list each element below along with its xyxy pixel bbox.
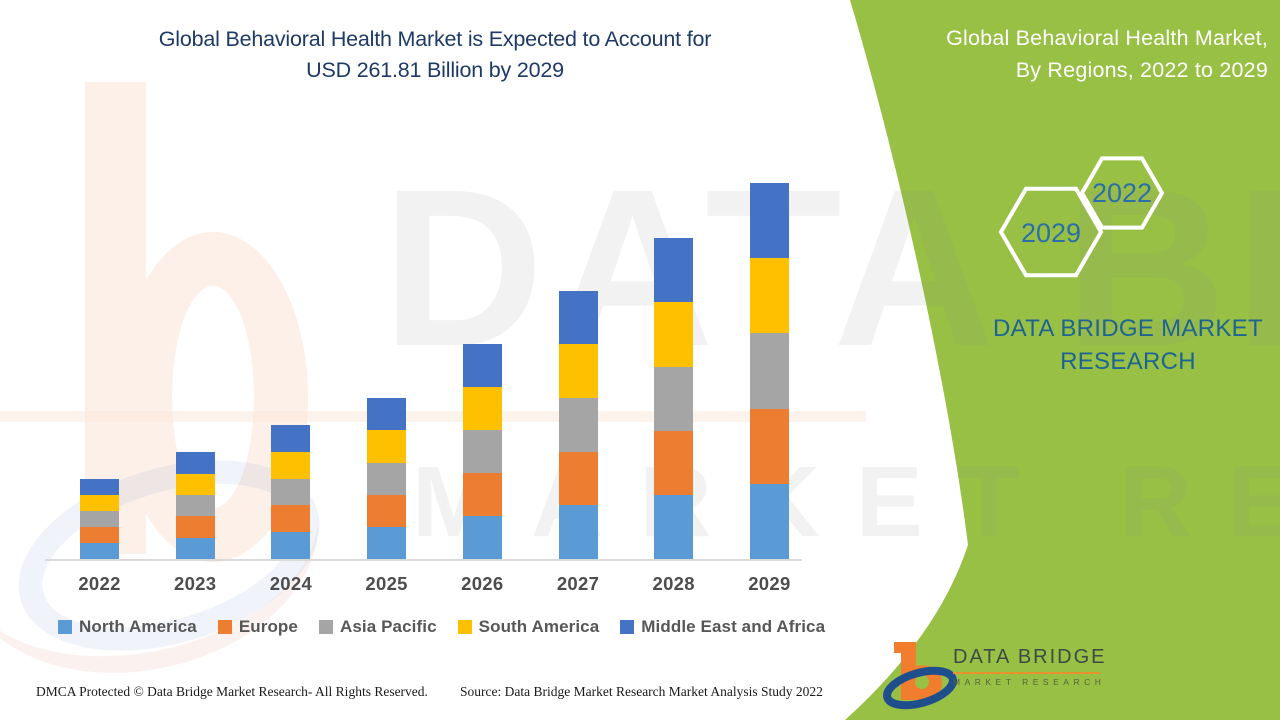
bar-segment-2022-south-america xyxy=(80,495,119,512)
legend-label: Europe xyxy=(238,617,298,636)
x-axis-label-2024: 2024 xyxy=(269,573,313,594)
bar-segment-2024-north-america xyxy=(271,532,311,559)
x-axis-label-2028: 2028 xyxy=(652,573,695,594)
source-note: Source: Data Bridge Market Research Mark… xyxy=(460,684,823,699)
bar-segment-2025-europe xyxy=(367,494,407,527)
bar-segment-2022-north-america xyxy=(80,543,119,559)
legend-label: Asia Pacific xyxy=(339,617,437,636)
bar-segment-2023-middle-east-and-africa xyxy=(175,452,215,474)
x-axis-label-2025: 2025 xyxy=(365,573,408,594)
legend-swatch-icon xyxy=(318,620,333,634)
bar-segment-2026-south-america xyxy=(462,386,502,430)
bar-segment-2029-middle-east-and-africa xyxy=(749,183,789,259)
x-axis-label-2022: 2022 xyxy=(78,573,121,594)
bar-segment-2029-south-america xyxy=(749,258,789,334)
stacked-bar-2024 xyxy=(271,424,311,559)
logo-name: DATA BRIDGE xyxy=(953,646,1107,668)
panel-title: Global Behavioral Health Market, By Regi… xyxy=(838,22,1268,86)
x-axis-label-2029: 2029 xyxy=(748,573,791,594)
hexagon-2029-label: 2029 xyxy=(1021,218,1081,248)
legend-item-asia-pacific: Asia Pacific xyxy=(318,617,437,637)
logo-bowl-hole xyxy=(915,675,929,689)
bar-segment-2026-asia-pacific xyxy=(462,429,502,473)
page-title: Global Behavioral Health Market is Expec… xyxy=(85,24,785,86)
bar-segment-2023-europe xyxy=(175,516,215,538)
bar-segment-2024-asia-pacific xyxy=(271,478,311,506)
legend-item-north-america: North America xyxy=(58,617,197,637)
legend-label: South America xyxy=(478,617,600,636)
legend-swatch-icon xyxy=(58,620,72,634)
legend-swatch-icon xyxy=(620,620,635,634)
logo-rule xyxy=(953,672,1100,674)
legend-swatch-icon xyxy=(457,620,472,634)
bar-segment-2027-south-america xyxy=(558,344,598,399)
bar-segment-2027-middle-east-and-africa xyxy=(558,290,598,345)
hexagon-2029 xyxy=(998,186,1104,278)
stacked-bar-2026 xyxy=(462,343,502,559)
legend-item-south-america: South America xyxy=(457,617,600,637)
page-title-line2: USD 261.81 Billion by 2029 xyxy=(306,58,564,82)
bar-segment-2026-middle-east-and-africa xyxy=(462,343,502,387)
stacked-bar-2022 xyxy=(80,479,119,559)
stacked-bar-2028 xyxy=(654,238,694,559)
data-bridge-logo-text: DATA BRIDGE MARKET RESEARCH xyxy=(953,646,1107,687)
stacked-bar-2027 xyxy=(558,290,598,559)
legend-label: North America xyxy=(79,617,197,636)
page-title-line1: Global Behavioral Health Market is Expec… xyxy=(158,27,712,51)
legend-label: Middle East and Africa xyxy=(641,617,826,636)
bar-segment-2028-europe xyxy=(654,430,694,495)
green-panel-shape xyxy=(845,0,1280,720)
hexagon-2022-label: 2022 xyxy=(1092,178,1152,208)
panel-title-line2: By Regions, 2022 to 2029 xyxy=(1015,58,1268,82)
bar-segment-2029-asia-pacific xyxy=(749,333,789,409)
data-bridge-logo-icon xyxy=(883,642,957,710)
bar-segment-2023-south-america xyxy=(175,473,215,495)
dmca-notice: DMCA Protected © Data Bridge Market Rese… xyxy=(36,684,428,699)
bar-segment-2022-middle-east-and-africa xyxy=(80,479,119,496)
bar-segment-2027-asia-pacific xyxy=(558,398,598,452)
bar-segment-2028-south-america xyxy=(654,302,694,367)
legend-swatch-icon xyxy=(217,620,232,634)
stacked-bar-2023 xyxy=(175,452,215,559)
panel-title-line1: Global Behavioral Health Market, xyxy=(946,26,1268,50)
bar-segment-2023-asia-pacific xyxy=(175,494,215,517)
bar-segment-2027-europe xyxy=(558,451,598,506)
bar-segment-2028-middle-east-and-africa xyxy=(654,238,694,303)
panel-brand-caption: DATA BRIDGE MARKET RESEARCH xyxy=(993,315,1263,375)
bar-segment-2025-asia-pacific xyxy=(367,462,407,495)
stacked-bar-2029 xyxy=(749,183,789,559)
x-axis-label-2026: 2026 xyxy=(461,573,504,594)
bar-segment-2026-europe xyxy=(462,472,502,516)
bar-segment-2026-north-america xyxy=(462,515,502,559)
bar-segment-2025-south-america xyxy=(367,430,407,463)
x-axis-label-2027: 2027 xyxy=(556,573,600,594)
stacked-bar-2025 xyxy=(367,398,407,559)
legend-item-middle-east-and-africa: Middle East and Africa xyxy=(620,617,825,637)
bar-segment-2029-north-america xyxy=(749,483,789,559)
bar-segment-2024-middle-east-and-africa xyxy=(271,424,311,452)
bar-segment-2028-asia-pacific xyxy=(654,366,694,431)
legend-item-europe: Europe xyxy=(217,617,298,637)
bar-segment-2028-north-america xyxy=(654,494,694,559)
bar-segment-2022-asia-pacific xyxy=(80,511,119,528)
bar-segment-2027-north-america xyxy=(558,505,598,559)
x-axis-label-2023: 2023 xyxy=(174,573,217,594)
legend: North America Europe Asia Pacific South Ame… xyxy=(58,617,825,637)
bar-segment-2023-north-america xyxy=(175,537,215,559)
logo-subtitle: MARKET RESEARCH xyxy=(953,677,1106,687)
hexagon-2022 xyxy=(1079,156,1165,230)
bar-segment-2024-europe xyxy=(271,505,311,533)
bar-segment-2029-europe xyxy=(749,408,789,484)
bar-segment-2024-south-america xyxy=(271,451,311,479)
bar-segment-2025-middle-east-and-africa xyxy=(367,398,407,431)
x-axis-line xyxy=(45,559,802,561)
bar-segment-2025-north-america xyxy=(367,526,407,559)
bar-segment-2022-europe xyxy=(80,527,119,544)
